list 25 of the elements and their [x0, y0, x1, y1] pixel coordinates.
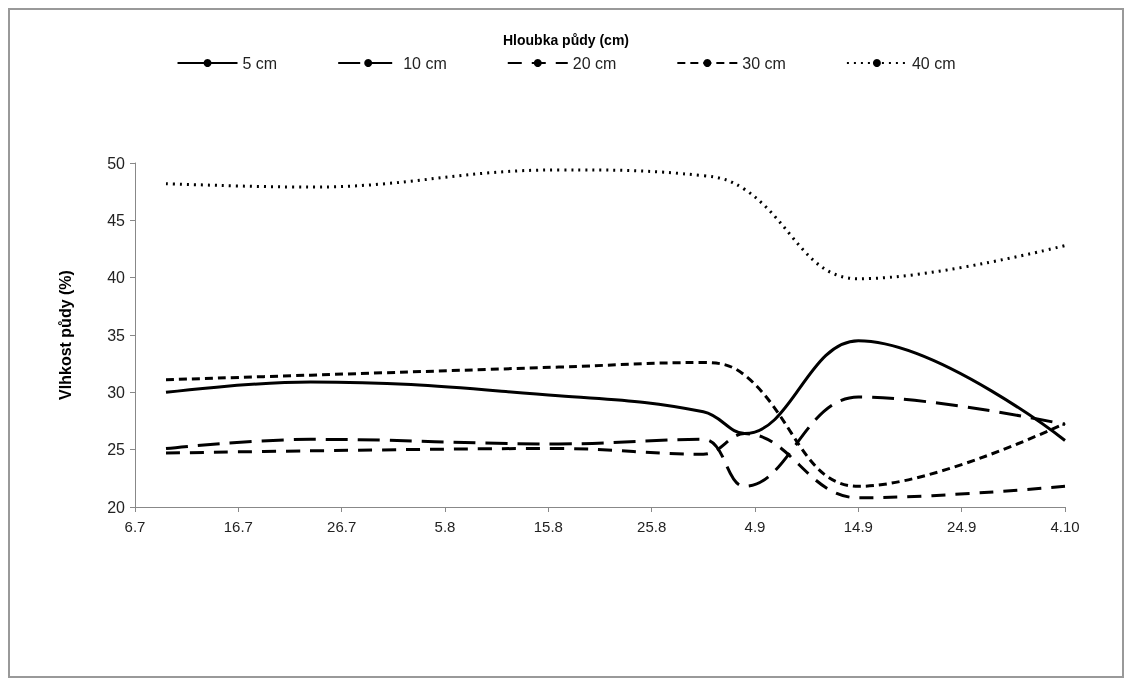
- legend-label: 40 cm: [911, 54, 956, 72]
- legend-label: 20 cm: [572, 54, 617, 72]
- legend-label: 5 cm: [242, 54, 278, 72]
- x-tick-label: 25.8: [637, 518, 667, 535]
- x-tick-label: 16.7: [223, 518, 253, 535]
- y-tick-label: 45: [107, 211, 126, 229]
- x-tick-label: 24.9: [947, 518, 977, 535]
- x-tick-label: 14.9: [843, 518, 873, 535]
- y-tick-label: 25: [107, 441, 126, 459]
- x-tick-label: 4.9: [744, 518, 766, 535]
- x-tick-label: 5.8: [434, 518, 456, 535]
- legend-label: 30 cm: [742, 54, 786, 72]
- x-tick-label: 26.7: [327, 518, 357, 535]
- y-tick-label: 35: [107, 326, 126, 344]
- x-tick-label: 4.10: [1050, 518, 1080, 535]
- x-tick-label: 15.8: [533, 518, 563, 535]
- y-axis-title: Vlhkost půdy (%): [56, 270, 74, 400]
- y-tick-label: 50: [107, 154, 126, 172]
- y-tick-label: 30: [107, 383, 126, 401]
- legend-label: 10 cm: [403, 54, 447, 72]
- y-tick-label: 40: [107, 269, 126, 287]
- line-series: [164, 168, 1067, 281]
- legend-title: Hloubka půdy (cm): [502, 32, 630, 48]
- x-tick-label: 6.7: [124, 518, 146, 535]
- y-tick-label: 20: [107, 498, 126, 516]
